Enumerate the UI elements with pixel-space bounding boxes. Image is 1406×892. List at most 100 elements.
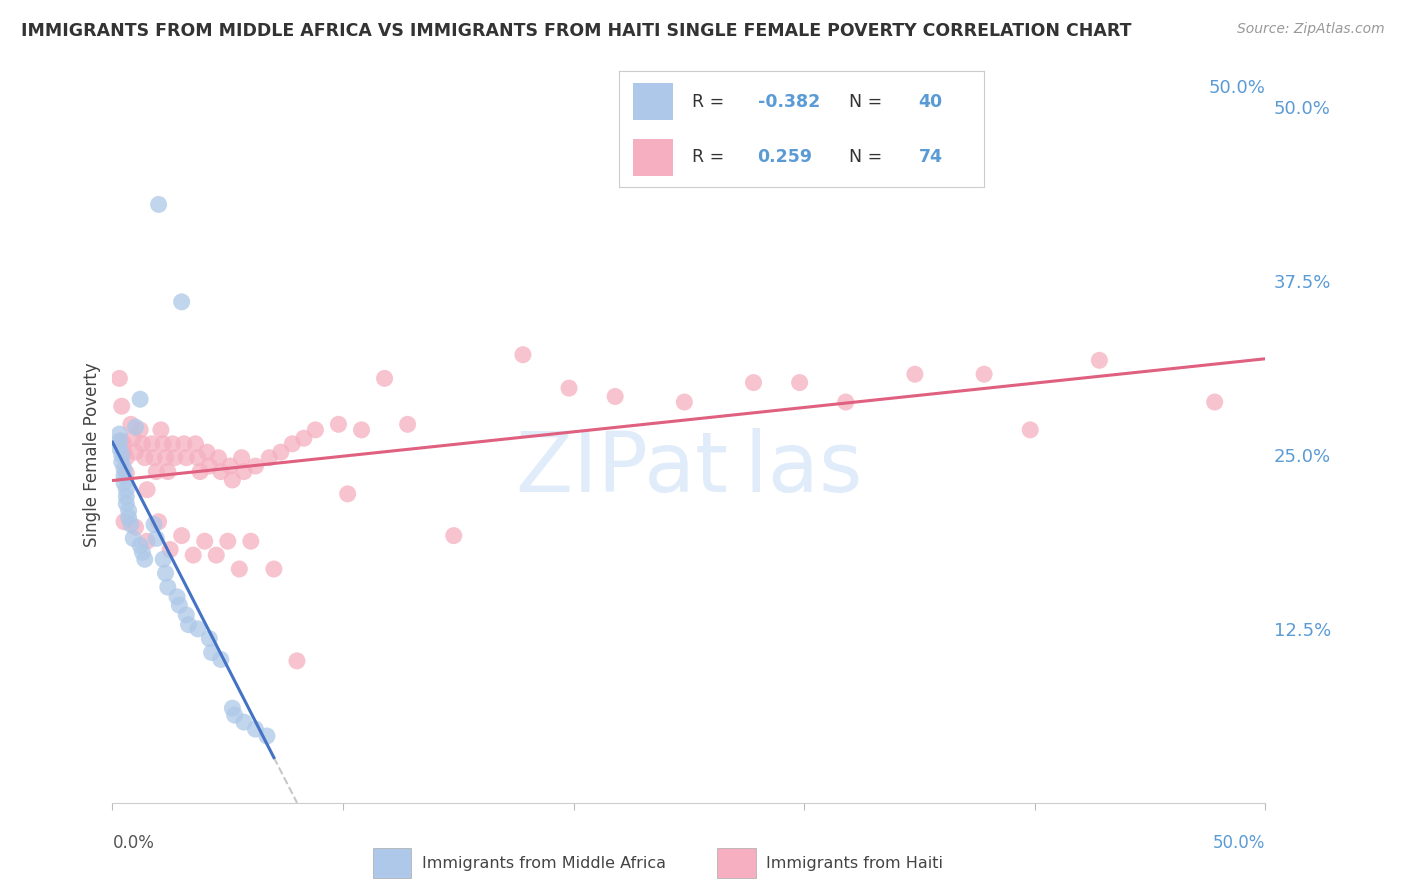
Point <box>136 483 159 497</box>
Point <box>263 562 285 576</box>
Point <box>184 437 207 451</box>
Point <box>270 445 292 459</box>
Point <box>111 448 134 462</box>
Point <box>245 722 267 736</box>
Point <box>134 450 156 465</box>
Point <box>789 376 811 390</box>
Point <box>120 517 142 532</box>
Point <box>108 371 131 385</box>
Point <box>155 566 177 581</box>
Point <box>217 534 239 549</box>
Point <box>285 654 308 668</box>
Point <box>112 462 135 476</box>
Point <box>396 417 419 432</box>
Point <box>115 466 138 480</box>
Point <box>108 427 131 442</box>
Point <box>374 371 396 385</box>
Point <box>259 450 281 465</box>
Y-axis label: Single Female Poverty: Single Female Poverty <box>83 363 101 547</box>
Point <box>231 450 253 465</box>
Point <box>124 445 146 459</box>
Point <box>108 441 131 455</box>
Point <box>134 552 156 566</box>
Point <box>112 475 135 490</box>
Point <box>174 450 197 465</box>
Point <box>973 368 995 382</box>
Point <box>328 417 350 432</box>
Point <box>170 528 193 542</box>
Point <box>145 465 167 479</box>
Text: Immigrants from Haiti: Immigrants from Haiti <box>766 855 943 871</box>
Text: 50.0%: 50.0% <box>1209 78 1265 96</box>
Point <box>224 708 246 723</box>
Point <box>198 458 221 473</box>
Point <box>219 458 242 473</box>
Point <box>221 701 243 715</box>
Text: N =: N = <box>849 148 887 166</box>
Point <box>194 534 217 549</box>
Point <box>155 450 177 465</box>
Point <box>1019 423 1042 437</box>
Point <box>131 545 153 559</box>
Text: Immigrants from Middle Africa: Immigrants from Middle Africa <box>422 855 666 871</box>
Point <box>605 389 627 403</box>
Point <box>117 510 139 524</box>
Point <box>124 520 146 534</box>
Point <box>209 652 232 666</box>
Text: N =: N = <box>849 93 887 111</box>
Point <box>245 458 267 473</box>
Point <box>162 437 184 451</box>
Point <box>201 646 224 660</box>
Point <box>122 532 145 546</box>
Point <box>232 465 254 479</box>
Point <box>149 423 172 437</box>
Text: R =: R = <box>692 93 730 111</box>
Point <box>174 607 197 622</box>
Point <box>115 450 138 465</box>
Point <box>443 528 465 542</box>
Point <box>350 423 373 437</box>
Point <box>115 483 138 497</box>
Point <box>148 515 170 529</box>
Point <box>558 381 581 395</box>
Text: Source: ZipAtlas.com: Source: ZipAtlas.com <box>1237 22 1385 37</box>
Point <box>177 617 200 632</box>
Point <box>152 437 174 451</box>
Text: ZIPat las: ZIPat las <box>516 428 862 509</box>
Point <box>112 437 135 451</box>
Point <box>181 548 204 562</box>
Point <box>156 465 179 479</box>
Point <box>111 434 134 448</box>
Point <box>904 368 927 382</box>
Point <box>136 534 159 549</box>
Point <box>129 423 152 437</box>
Point <box>673 395 696 409</box>
Point <box>188 465 211 479</box>
Point <box>187 450 209 465</box>
Text: 40: 40 <box>918 93 942 111</box>
Text: -0.382: -0.382 <box>758 93 820 111</box>
Point <box>205 548 228 562</box>
Point <box>187 622 209 636</box>
Point <box>148 197 170 211</box>
Point <box>336 487 359 501</box>
Text: 0.0%: 0.0% <box>112 834 155 852</box>
Point <box>152 552 174 566</box>
Point <box>232 715 254 730</box>
Point <box>117 503 139 517</box>
Point <box>163 450 186 465</box>
Text: 74: 74 <box>918 148 942 166</box>
Point <box>173 437 195 451</box>
Point <box>169 598 191 612</box>
Point <box>124 420 146 434</box>
Point <box>145 532 167 546</box>
Point <box>156 580 179 594</box>
Bar <box>633 83 673 120</box>
Point <box>129 392 152 407</box>
Point <box>221 473 243 487</box>
Point <box>108 434 131 448</box>
Text: 0.259: 0.259 <box>758 148 813 166</box>
Point <box>112 515 135 529</box>
Point <box>256 729 278 743</box>
Point <box>1088 353 1111 368</box>
